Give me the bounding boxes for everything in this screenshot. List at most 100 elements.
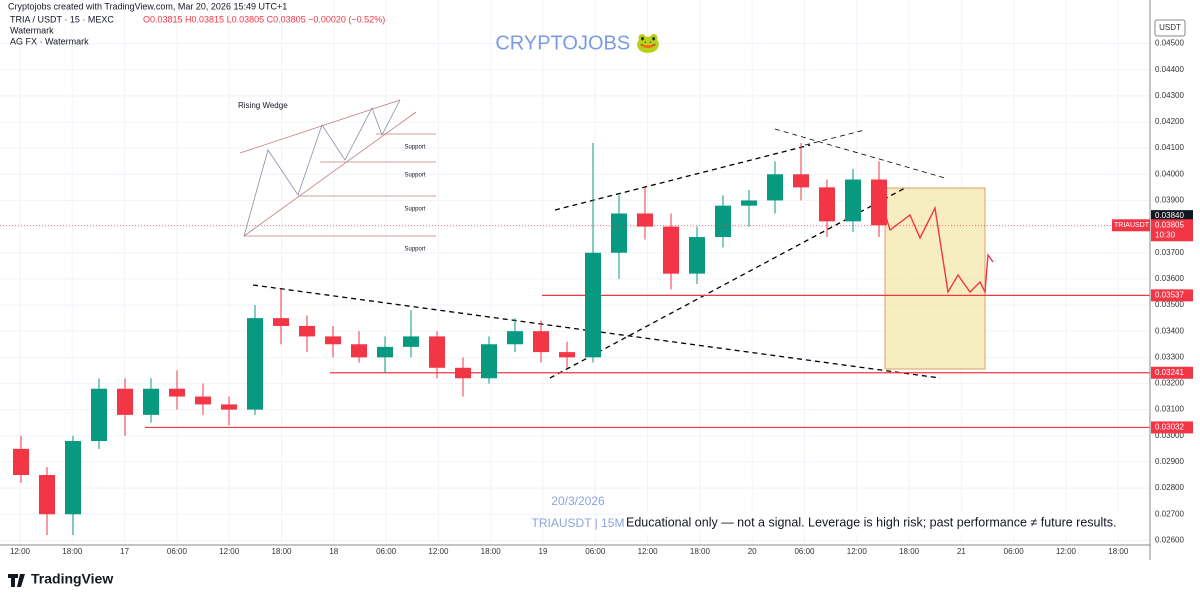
support-label: Support (404, 173, 425, 179)
x-tick-label: 06:00 (376, 547, 397, 556)
candle-body (741, 200, 757, 206)
footer-pair: TRIAUSDT | 15M (532, 516, 625, 530)
x-tick-label: 18:00 (1108, 547, 1129, 556)
y-tick-label: 0.02800 (1155, 483, 1184, 492)
indicator: AG FX · Watermark (10, 36, 89, 46)
candle-body (507, 331, 523, 345)
y-tick-label: 0.02900 (1155, 457, 1184, 466)
x-tick-label: 19 (539, 547, 548, 556)
candle-body (247, 318, 263, 410)
candle-body (403, 336, 419, 347)
brand: CRYPTOJOBS 🐸 (495, 32, 660, 54)
ohlc: O0.03815 H0.03815 L0.03805 C0.03805 −0.0… (143, 14, 385, 24)
x-tick-label: 18 (329, 547, 338, 556)
level-badge (1151, 289, 1193, 302)
last-price-label: 0.03805 (1155, 220, 1184, 229)
indicator: Watermark (10, 25, 54, 35)
candle-body (65, 441, 81, 515)
x-tick-label: 12:00 (847, 547, 868, 556)
y-tick-label: 0.03300 (1155, 352, 1184, 361)
x-tick-label: 18:00 (62, 547, 83, 556)
candle-body (221, 404, 237, 410)
candle-body (91, 388, 107, 442)
x-tick-label: 12:00 (219, 547, 240, 556)
currency-badge (1154, 19, 1186, 37)
x-tick-label: 06:00 (794, 547, 815, 556)
logo-mark (8, 574, 25, 587)
support-label: Support (404, 247, 425, 253)
disclaimer-box (624, 512, 1148, 534)
candle-body (455, 367, 471, 379)
candle-body (793, 174, 809, 188)
y-tick-label: 0.03700 (1155, 248, 1184, 257)
x-tick-label: 18:00 (899, 547, 920, 556)
y-tick-label: 0.03100 (1155, 405, 1184, 414)
x-tick-label: 06:00 (167, 547, 188, 556)
x-tick-label: 12:00 (638, 547, 659, 556)
candle-body (429, 336, 445, 368)
symbol: TRIA / USDT · 15 · MEXC (10, 14, 114, 24)
x-tick-label: 12:00 (10, 547, 31, 556)
candle-body (663, 226, 679, 274)
x-tick-label: 18:00 (690, 547, 711, 556)
credit: Cryptojobs created with TradingView.com,… (8, 1, 287, 11)
prev-close-badge (1151, 210, 1193, 223)
candle-body (559, 352, 575, 358)
candle-body (689, 237, 705, 274)
candle-body (819, 187, 835, 222)
last-price-badge (1151, 219, 1193, 242)
y-tick-label: 0.03400 (1155, 326, 1184, 335)
y-tick-label: 0.04300 (1155, 91, 1184, 100)
projection (877, 189, 994, 295)
level-label: 0.03537 (1155, 290, 1184, 299)
candle-body (117, 388, 133, 415)
x-tick-label: 20 (748, 547, 757, 556)
y-tick-label: 0.03200 (1155, 379, 1184, 388)
footer-date: 20/3/2026 (551, 494, 605, 508)
y-tick-label: 0.04000 (1155, 169, 1184, 178)
candle-body (299, 325, 315, 337)
x-tick-label: 18:00 (271, 547, 292, 556)
x-tick-label: 17 (120, 547, 129, 556)
y-tick-label: 0.03900 (1155, 196, 1184, 205)
candle-body (533, 331, 549, 353)
candle-body (325, 336, 341, 345)
x-tick-label: 18:00 (481, 547, 502, 556)
symbol-label: TRIAUSDT (1114, 222, 1150, 229)
x-tick-label: 21 (957, 547, 966, 556)
candle-body (143, 388, 159, 415)
candle-body (13, 448, 29, 476)
candle-body (767, 174, 783, 201)
symbol-badge (1112, 219, 1150, 232)
y-tick-label: 0.04400 (1155, 65, 1184, 74)
y-tick-label: 0.03000 (1155, 431, 1184, 440)
candle-body (637, 213, 653, 227)
level-label: 0.03241 (1155, 368, 1184, 377)
y-tick-label: 0.04100 (1155, 143, 1184, 152)
countdown: 10:30 (1155, 230, 1176, 239)
candle-body (351, 344, 367, 358)
candle-body (273, 318, 289, 326)
y-tick-label: 0.03600 (1155, 274, 1184, 283)
candle-body (715, 205, 731, 238)
rising-wedge-inset (239, 99, 436, 237)
logo: TradingView (31, 571, 113, 587)
candle-body (585, 252, 601, 358)
disclaimer: Educational only — not a signal. Leverag… (626, 515, 1116, 529)
x-tick-label: 06:00 (1004, 547, 1025, 556)
x-tick-label: 12:00 (1056, 547, 1077, 556)
currency: USDT (1159, 23, 1181, 32)
y-tick-label: 0.04500 (1155, 39, 1184, 48)
candle-body (377, 346, 393, 358)
support-label: Support (404, 145, 425, 151)
x-tick-label: 06:00 (585, 547, 606, 556)
level-label: 0.03032 (1155, 423, 1184, 432)
y-tick-label: 0.03500 (1155, 300, 1184, 309)
prev-close-label: 0.03840 (1155, 211, 1184, 220)
inset-title: Rising Wedge (238, 101, 288, 110)
candle-body (195, 396, 211, 405)
candle-body (871, 179, 887, 226)
level-badge (1151, 421, 1193, 434)
target-zone (884, 187, 986, 370)
